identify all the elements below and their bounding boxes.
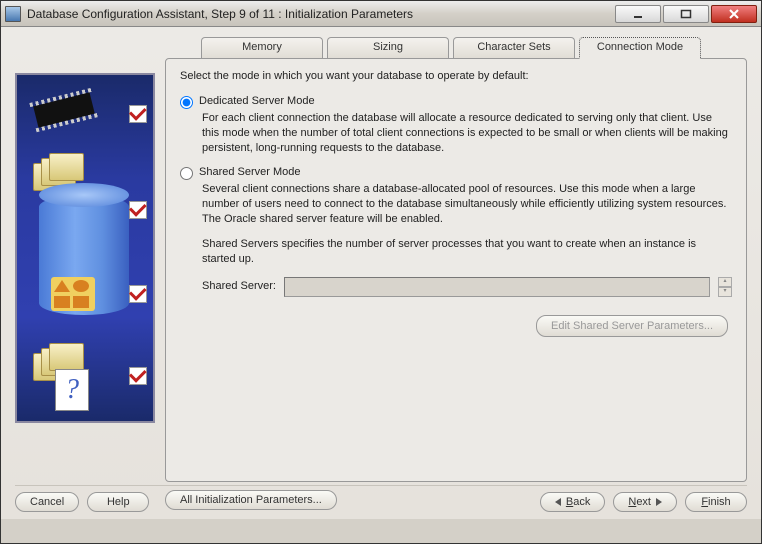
finish-text: inish [708, 496, 731, 508]
spin-up-icon[interactable]: ▴ [718, 277, 732, 287]
shared-server-field-row: Shared Server: ▴ ▾ [202, 277, 732, 297]
check-icon [129, 201, 147, 219]
shared-servers-note: Shared Servers specifies the number of s… [202, 237, 732, 267]
tab-connection-mode[interactable]: Connection Mode [579, 37, 701, 59]
dedicated-mode-row[interactable]: Dedicated Server Mode [180, 94, 732, 109]
shared-server-input[interactable] [284, 277, 710, 297]
next-button[interactable]: Next [613, 492, 677, 512]
minimize-button[interactable] [615, 5, 661, 23]
dedicated-mode-label: Dedicated Server Mode [199, 94, 315, 109]
footer-buttons: Cancel Help Back Next Finish [15, 485, 747, 511]
chip-icon [33, 92, 95, 127]
content-area: Memory Sizing Character Sets Connection … [165, 37, 747, 482]
shared-mode-radio[interactable] [180, 167, 193, 180]
spin-down-icon[interactable]: ▾ [718, 287, 732, 297]
tab-bar: Memory Sizing Character Sets Connection … [165, 37, 747, 59]
arrow-left-icon [555, 498, 561, 506]
shared-mode-desc: Several client connections share a datab… [202, 182, 732, 227]
close-button[interactable] [711, 5, 757, 23]
check-icon [129, 105, 147, 123]
wizard-sidebar-image: ? [15, 73, 155, 423]
finish-button[interactable]: Finish [685, 492, 747, 512]
cancel-button[interactable]: Cancel [15, 492, 79, 512]
connection-mode-panel: Select the mode in which you want your d… [165, 58, 747, 482]
check-icon [129, 367, 147, 385]
app-window: Database Configuration Assistant, Step 9… [0, 0, 762, 544]
tab-sizing[interactable]: Sizing [327, 37, 449, 59]
panel-intro: Select the mode in which you want your d… [180, 69, 732, 84]
dedicated-mode-radio[interactable] [180, 96, 193, 109]
shapes-icon [51, 277, 95, 311]
edit-shared-server-params-button[interactable]: Edit Shared Server Parameters... [536, 315, 728, 338]
window-title: Database Configuration Assistant, Step 9… [27, 7, 613, 21]
shared-mode-row[interactable]: Shared Server Mode [180, 165, 732, 180]
help-button[interactable]: Help [87, 492, 149, 512]
client-area: ? Memory Sizing Character Sets Connectio… [1, 27, 761, 519]
tab-memory[interactable]: Memory [201, 37, 323, 59]
maximize-button[interactable] [663, 5, 709, 23]
back-button[interactable]: Back [540, 492, 605, 512]
dedicated-mode-desc: For each client connection the database … [202, 111, 732, 156]
check-icon [129, 285, 147, 303]
arrow-right-icon [656, 498, 662, 506]
titlebar: Database Configuration Assistant, Step 9… [1, 1, 761, 27]
shared-server-spinner[interactable]: ▴ ▾ [718, 277, 732, 297]
back-text: ack [573, 496, 590, 508]
tab-character-sets[interactable]: Character Sets [453, 37, 575, 59]
app-icon [5, 6, 21, 22]
shared-mode-label: Shared Server Mode [199, 165, 301, 180]
shared-server-field-label: Shared Server: [202, 279, 276, 294]
next-text: ext [636, 496, 651, 508]
question-icon: ? [55, 369, 89, 411]
